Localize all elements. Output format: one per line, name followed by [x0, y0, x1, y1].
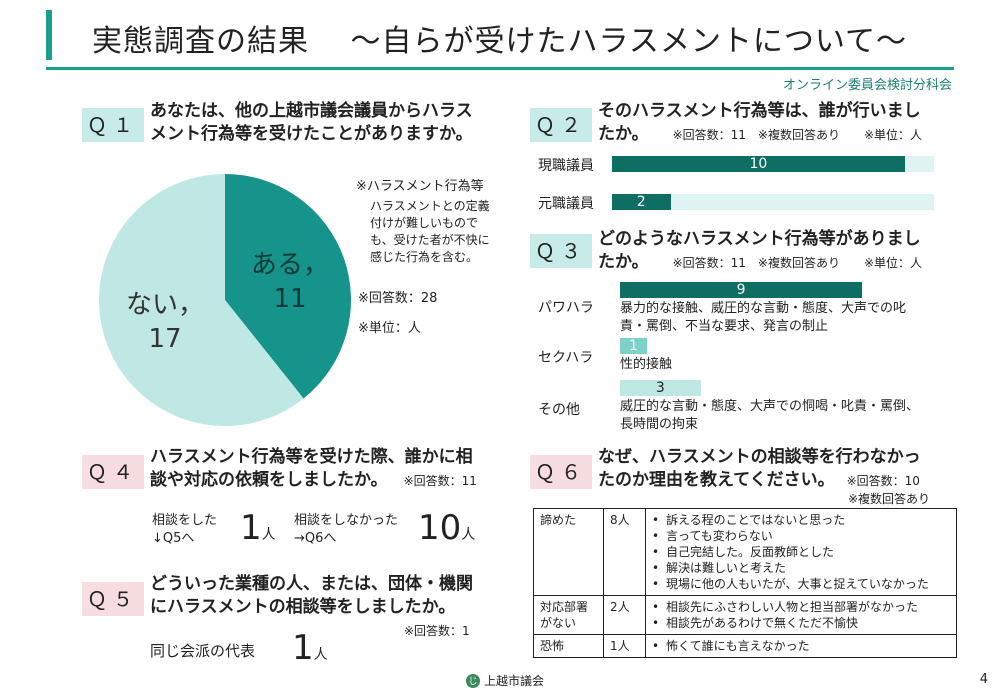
bar-track: [612, 194, 934, 210]
page-number: 4: [979, 672, 988, 687]
list-item: 相談先にふさわしい人物と担当部署がなかった: [652, 599, 950, 615]
q1-footnote-body: ハラスメントとの定義付けが難しいものでも、受けた者が不快に感じた行為を含む。: [370, 199, 490, 264]
q6-reasons: 訴える程のことではないと思った 言っても変わらない 自己完結した。反面教師とした…: [645, 508, 957, 596]
q2-bar-chart: 現職議員 10 元職議員 2: [530, 148, 934, 218]
bar: 10: [612, 156, 905, 172]
bar-description: 威圧的な言動・態度、大声での恫喝・叱責・罵倒、長時間の拘束: [620, 399, 920, 432]
q5-answer: 同じ会派の代表: [150, 642, 256, 660]
organization-label: オンライン委員会検討分科会: [782, 78, 952, 93]
list-item: 自己完結した。反面教師とした: [652, 544, 950, 560]
q6-label: Ｑ６: [530, 455, 592, 489]
list-item: 解決は難しいと考えた: [652, 560, 950, 576]
q1-footnote-title: ※ハラスメント行為等: [356, 179, 484, 194]
list-item: 相談先があるわけで無くただ不愉快: [652, 615, 950, 631]
list-item: 怖くて誰にも言えなかった: [652, 638, 950, 654]
q4-no-text: 相談をしなかった →Q6へ: [294, 513, 399, 546]
pie-label-yes: ある， 11: [250, 250, 329, 314]
pie-label-no: ない， 17: [125, 290, 204, 354]
q3-question: どのようなハラスメント行為等がありまし たか。 ※回答数：11 ※複数回答あり …: [598, 229, 923, 272]
bar-label: セクハラ: [538, 350, 594, 366]
q6-reasons: 怖くて誰にも言えなかった: [645, 634, 957, 658]
q3-label: Ｑ３: [530, 234, 592, 268]
q4-label: Ｑ４: [82, 455, 144, 489]
title-accent-bar: [46, 10, 52, 60]
q4-no-count: 10人: [418, 508, 476, 548]
q6-count: 2人: [603, 595, 646, 635]
q4-yes-count: 1人: [240, 508, 276, 548]
bar-label: 元職議員: [538, 196, 594, 212]
list-item: 現場に他の人もいたが、大事と捉えていなかった: [652, 576, 950, 592]
page-title: 実態調査の結果 ～自らが受けたハラスメントについて～: [92, 24, 908, 59]
bar: 3: [620, 380, 701, 396]
list-item: 言っても変わらない: [652, 528, 950, 544]
table-row: 恐怖 1人 怖くて誰にも言えなかった: [533, 634, 957, 658]
q6-count: 8人: [603, 508, 646, 596]
q6-table: 諦めた 8人 訴える程のことではないと思った 言っても変わらない 自己完結した。…: [533, 508, 957, 658]
q5-label: Ｑ５: [82, 582, 144, 616]
q5-count: 1人: [292, 628, 328, 668]
pie-slice-yes: [225, 174, 351, 399]
pie-slice-no: [99, 174, 304, 426]
q1-responses: ※回答数：28: [358, 291, 438, 306]
q6-note2: ※複数回答あり: [848, 492, 931, 506]
city-logo-icon: じ: [466, 673, 480, 688]
bar: 9: [620, 282, 863, 298]
q1-question: あなたは、他の上越市議会議員からハラス メント行為等を受けたことがありますか。: [150, 101, 473, 144]
q6-category: 諦めた: [533, 508, 604, 596]
q1-unit: ※単位：人: [358, 321, 421, 336]
list-item: 訴える程のことではないと思った: [652, 512, 950, 528]
bar: 1: [620, 338, 647, 354]
bar-description: 性的接触: [620, 357, 673, 372]
table-row: 対応部署がない 2人 相談先にふさわしい人物と担当部署がなかった 相談先があるわ…: [533, 595, 957, 635]
q1-pie-chart: [99, 174, 351, 426]
footer-org: じ 上越市議会: [466, 672, 544, 689]
bar-label: その他: [538, 402, 580, 418]
q1-label: Ｑ１: [82, 108, 144, 142]
bar-label: パワハラ: [538, 300, 594, 316]
q6-category: 対応部署がない: [533, 595, 604, 635]
q2-label: Ｑ２: [530, 108, 592, 142]
table-row: 諦めた 8人 訴える程のことではないと思った 言っても変わらない 自己完結した。…: [533, 508, 957, 596]
q4-question: ハラスメント行為等を受けた際、誰かに相 談や対応の依頼をしましたか。 ※回答数：…: [150, 447, 477, 490]
q5-note: ※回答数：1: [404, 624, 470, 638]
title-divider: [46, 67, 954, 70]
bar-description: 暴力的な接触、威圧的な言動・態度、大声での叱責・罵倒、不当な要求、発言の制止: [620, 301, 907, 334]
footer-org-name: 上越市議会: [484, 674, 545, 688]
q6-category: 恐怖: [533, 634, 604, 658]
bar: 2: [612, 194, 671, 210]
q4-yes-text: 相談をした ↓Q5へ: [152, 513, 218, 546]
q6-reasons: 相談先にふさわしい人物と担当部署がなかった 相談先があるわけで無くただ不愉快: [645, 595, 957, 635]
bar-label: 現職議員: [538, 158, 594, 174]
q2-question: そのハラスメント行為等は、誰が行いまし たか。 ※回答数：11 ※複数回答あり …: [598, 101, 923, 144]
q5-question: どういった業種の人、または、団体・機関 にハラスメントの相談等をしましたか。: [150, 574, 473, 617]
q6-count: 1人: [603, 634, 646, 658]
q6-question: なぜ、ハラスメントの相談等を行わなかっ たのか理由を教えてください。 ※回答数：…: [598, 447, 921, 490]
q3-bar-chart: パワハラ 9 暴力的な接触、威圧的な言動・態度、大声での叱責・罵倒、不当な要求、発言…: [530, 280, 950, 432]
